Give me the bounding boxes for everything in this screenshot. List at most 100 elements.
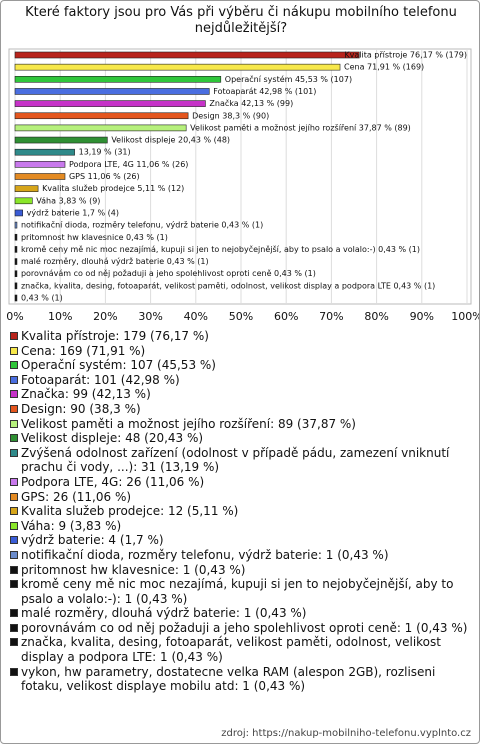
legend-swatch [10, 375, 18, 384]
bar-label: Značka 42,13 % (99) [209, 98, 293, 108]
bar-label: 0,43 % (1) [21, 294, 63, 303]
bar [14, 161, 66, 168]
bar [14, 246, 18, 253]
legend-label: Design: 90 (38,3 %) [21, 401, 141, 416]
x-tick-label: 30% [138, 310, 162, 323]
legend-label: Kvalita služeb prodejce: 12 (5,11 %) [21, 504, 239, 519]
legend-swatch [10, 536, 18, 545]
legend-label: GPS: 26 (11,06 %) [21, 489, 132, 504]
legend-swatch [10, 565, 18, 574]
legend-item: značka, kvalita, desing, fotoaparát, vel… [9, 635, 471, 664]
bar-label: malé rozměry, dlouhá výdrž baterie 0,43 … [21, 256, 209, 266]
x-tick-label: 70% [319, 310, 343, 323]
legend-label: Fotoaparát: 101 (42,98 %) [21, 372, 180, 387]
legend-label: vykon, hw parametry, dostatecne velka RA… [21, 664, 436, 694]
legend-item: Značka: 99 (42,13 %) [9, 387, 471, 402]
bar [14, 100, 206, 107]
bar [14, 124, 187, 132]
legend-item: kromě ceny mě nic moc nezajímá, kupuji s… [9, 577, 471, 606]
plot-area [8, 48, 472, 305]
legend-item: pritomnost hw klavesnice: 1 (0,43 %) [9, 563, 471, 578]
x-tick-label: 60% [274, 310, 298, 323]
bar-label: porovnávám co od něj požaduji a jeho spo… [21, 269, 316, 278]
legend-label: Váha: 9 (3,83 %) [21, 518, 122, 533]
chart-title: Které faktory jsou pro Vás při výběru či… [25, 5, 457, 36]
x-tick-label: 90% [410, 310, 434, 323]
legend-label: značka, kvalita, desing, fotoaparát, vel… [21, 635, 441, 665]
legend-label: Velikost displeje: 48 (20,43 %) [21, 431, 204, 446]
legend-item: malé rozměry, dlouhá výdrž baterie: 1 (0… [9, 606, 471, 621]
bar-label: Kvalita služeb prodejce 5,11 % (12) [42, 184, 184, 193]
legend-swatch [10, 492, 18, 501]
legend-item: Zvýšená odolnost zařízení (odolnost v př… [9, 446, 471, 475]
bar [14, 76, 222, 83]
legend-swatch [10, 638, 18, 647]
legend-item: Kvalita služeb prodejce: 12 (5,11 %) [9, 504, 471, 519]
legend-item: výdrž baterie: 4 (1,7 %) [9, 533, 471, 548]
legend-label: Cena: 169 (71,91 %) [21, 343, 146, 358]
legend-swatch [10, 521, 18, 530]
bar-label: Velikost paměti a možnost jejího rozšíře… [190, 122, 411, 132]
source: zdroj: https://nakup-mobilniho-telefonu.… [221, 728, 471, 739]
bar-label: Design 38,3 % (90) [192, 111, 269, 120]
legend-label: notifikační dioda, rozměry telefonu, výd… [21, 547, 389, 562]
legend-label: malé rozměry, dlouhá výdrž baterie: 1 (0… [21, 606, 307, 621]
legend-label: Podpora LTE, 4G: 26 (11,06 %) [21, 474, 205, 489]
bar [14, 148, 75, 156]
bar [14, 185, 39, 192]
legend-swatch [10, 448, 18, 457]
legend-swatch [10, 419, 18, 428]
bar [14, 209, 23, 217]
bar [14, 282, 18, 290]
x-tick-label: 100% [451, 310, 479, 323]
bar-label: Fotoaparát 42,98 % (101) [213, 87, 316, 96]
legend-label: porovnávám co od něj požaduji a jeho spo… [21, 620, 468, 635]
bar-label: Operační systém 45,53 % (107) [225, 74, 352, 84]
legend-item: Váha: 9 (3,83 %) [9, 519, 471, 534]
bar [14, 63, 341, 71]
bar-label: GPS 11,06 % (26) [69, 172, 140, 181]
legend-label: Kvalita přístroje: 179 (76,17 %) [21, 329, 209, 343]
legend-label: Značka: 99 (42,13 %) [21, 387, 151, 402]
legend-swatch [10, 361, 18, 370]
legend-swatch [10, 507, 18, 516]
legend-label: kromě ceny mě nic moc nezajímá, kupuji s… [21, 577, 454, 606]
bar [14, 258, 18, 265]
legend-item: Fotoaparát: 101 (42,98 %) [9, 373, 471, 388]
legend-item: GPS: 26 (11,06 %) [9, 490, 471, 505]
bar [14, 173, 66, 180]
legend-item: Operační systém: 107 (45,53 %) [9, 358, 471, 373]
bar [14, 136, 108, 144]
bar [14, 221, 18, 229]
x-tick-label: 20% [93, 310, 117, 323]
legend-swatch [10, 477, 18, 486]
bar-label: Cena 71,91 % (169) [344, 63, 424, 72]
bar [14, 233, 18, 241]
legend-swatch [10, 580, 18, 589]
legend-swatch [10, 623, 18, 632]
bar-label: Podpora LTE, 4G 11,06 % (26) [69, 160, 188, 169]
x-tick-label: 40% [184, 310, 208, 323]
legend-label: pritomnost hw klavesnice: 1 (0,43 %) [21, 562, 246, 577]
x-tick-label: 80% [364, 310, 388, 323]
legend: Kvalita přístroje: 179 (76,17 %) Cena: 16… [9, 329, 471, 694]
x-tick-label: 50% [229, 310, 253, 323]
legend-swatch [10, 434, 18, 443]
bar [14, 88, 210, 95]
legend-item: vykon, hw parametry, dostatecne velka RA… [9, 665, 471, 694]
bar [14, 294, 18, 302]
plot: 0% 10% 20% 30% 40% 50% 60% 70% 80% 90% 100% Kvalita… [6, 48, 479, 323]
legend-item: Velikost paměti a možnost jejího rozšíře… [9, 417, 471, 432]
legend-swatch [10, 404, 18, 413]
legend-label: Zvýšená odolnost zařízení (odolnost v př… [21, 445, 450, 475]
bar-label: Váha 3,83 % (9) [36, 196, 100, 205]
bar [14, 197, 33, 205]
bar-label: Velikost displeje 20,43 % (48) [111, 136, 230, 145]
legend-item: Cena: 169 (71,91 %) [9, 344, 471, 359]
legend-swatch [10, 346, 18, 355]
legend-swatch [10, 609, 18, 618]
legend-item: Kvalita přístroje: 179 (76,17 %) [9, 329, 471, 344]
bar [14, 112, 189, 120]
bar [14, 51, 360, 59]
